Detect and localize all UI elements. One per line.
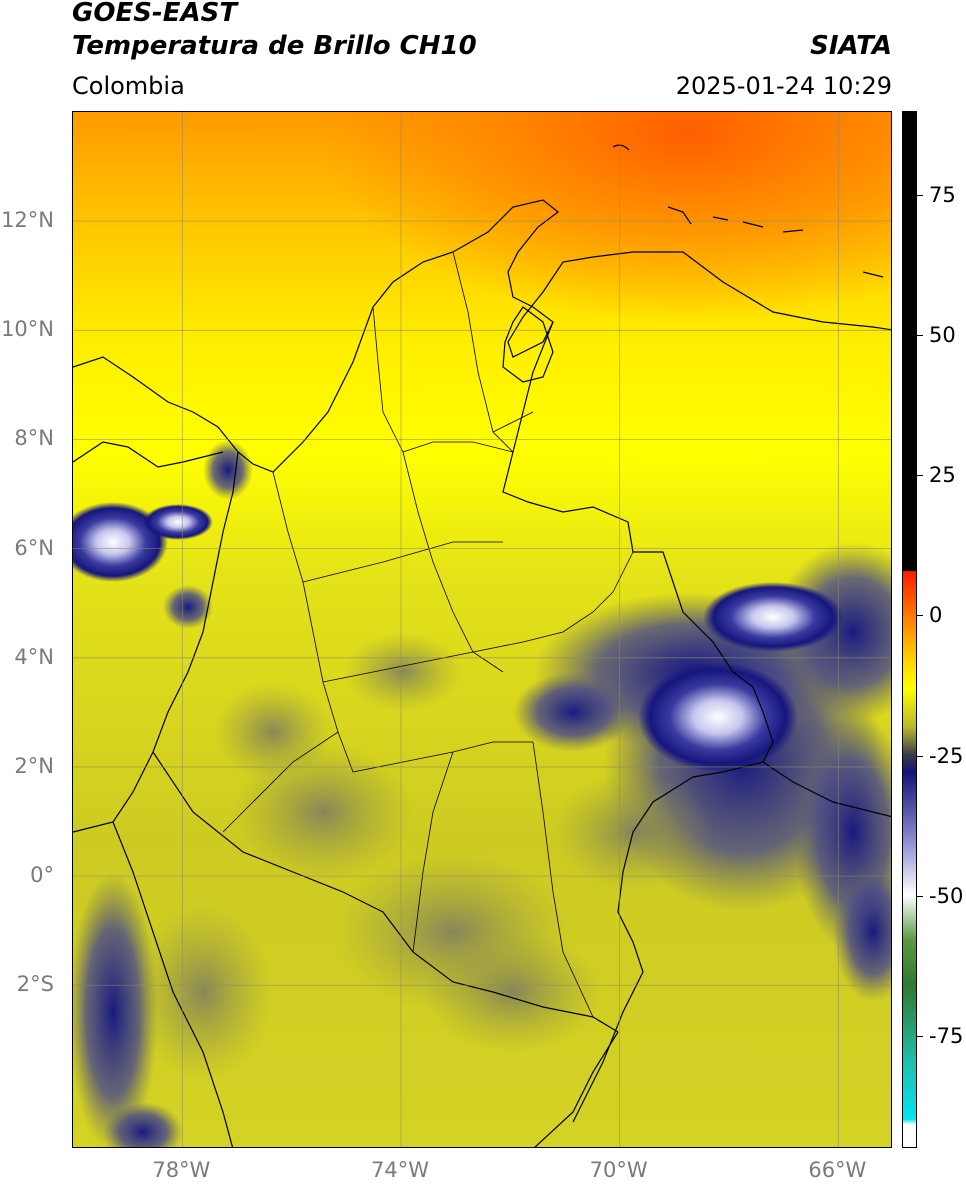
coastlines-and-borders xyxy=(73,144,891,1147)
map-title-product: Temperatura de Brillo CH10 xyxy=(72,31,477,61)
gridlines xyxy=(73,112,891,1147)
lat-tick-label: 12°N xyxy=(1,208,54,233)
brightness-temperature-map xyxy=(73,112,891,1147)
colombia-brazil-border xyxy=(572,776,694,1123)
caribbean-coastline xyxy=(73,199,891,473)
ecuador-peru-border xyxy=(112,821,234,1147)
lon-tick-label: 74°W xyxy=(371,1158,429,1182)
peru-brazil-border xyxy=(534,1031,619,1147)
lake-maracaibo xyxy=(502,306,554,383)
timestamp-label: 2025-01-24 10:29 xyxy=(675,72,892,100)
pacific-coastline xyxy=(73,451,239,833)
warm-caribbean-area xyxy=(73,112,891,532)
lat-tick-label: 10°N xyxy=(1,317,54,342)
colombia-venezuela-border xyxy=(502,321,774,778)
panama-coast xyxy=(73,441,224,468)
colorbar-tick-label: -75 xyxy=(929,1023,964,1048)
colorbar-tick-mark xyxy=(917,475,923,477)
lat-tick-label: 8°N xyxy=(14,426,54,451)
lat-tick-label: 6°N xyxy=(14,535,54,560)
lon-tick-label: 70°W xyxy=(589,1158,648,1182)
colorbar-tick-mark xyxy=(917,195,923,197)
lat-tick-label: 2°N xyxy=(14,753,54,778)
convective-clouds xyxy=(73,440,891,1147)
colorbar-tick-mark xyxy=(917,615,923,617)
lat-tick-label: 4°N xyxy=(14,644,54,669)
colorbar-tick-label: 25 xyxy=(929,463,956,488)
colorbar-tick-label: 50 xyxy=(929,323,956,348)
lat-tick-label: 2°S xyxy=(16,972,54,997)
colorbar-tick-mark xyxy=(917,755,923,757)
colorbar-tick-label: -50 xyxy=(929,883,964,908)
colorbar-tick-mark xyxy=(917,895,923,897)
region-label: Colombia xyxy=(72,72,185,100)
colorbar xyxy=(902,111,917,1148)
cool-grey-areas xyxy=(133,632,713,1082)
internal-divisions xyxy=(222,251,634,1018)
colorbar-tick-label: 0 xyxy=(929,603,943,628)
colombia-peru-border xyxy=(152,751,619,1033)
colorbar-tick-label: 75 xyxy=(929,183,956,208)
colorbar-tick-mark xyxy=(917,1035,923,1037)
agency-label: SIATA xyxy=(810,31,892,61)
venezuela-brazil-border xyxy=(762,761,891,818)
lon-tick-label: 66°W xyxy=(808,1158,867,1182)
lon-tick-label: 78°W xyxy=(152,1158,211,1182)
caribbean-islands xyxy=(612,144,884,278)
colorbar-tick-mark xyxy=(917,335,923,337)
map-panel[interactable] xyxy=(72,111,892,1148)
map-title-satellite: GOES-EAST xyxy=(72,0,238,28)
colorbar-tick-label: -25 xyxy=(929,743,964,768)
lat-tick-label: 0° xyxy=(30,863,54,888)
